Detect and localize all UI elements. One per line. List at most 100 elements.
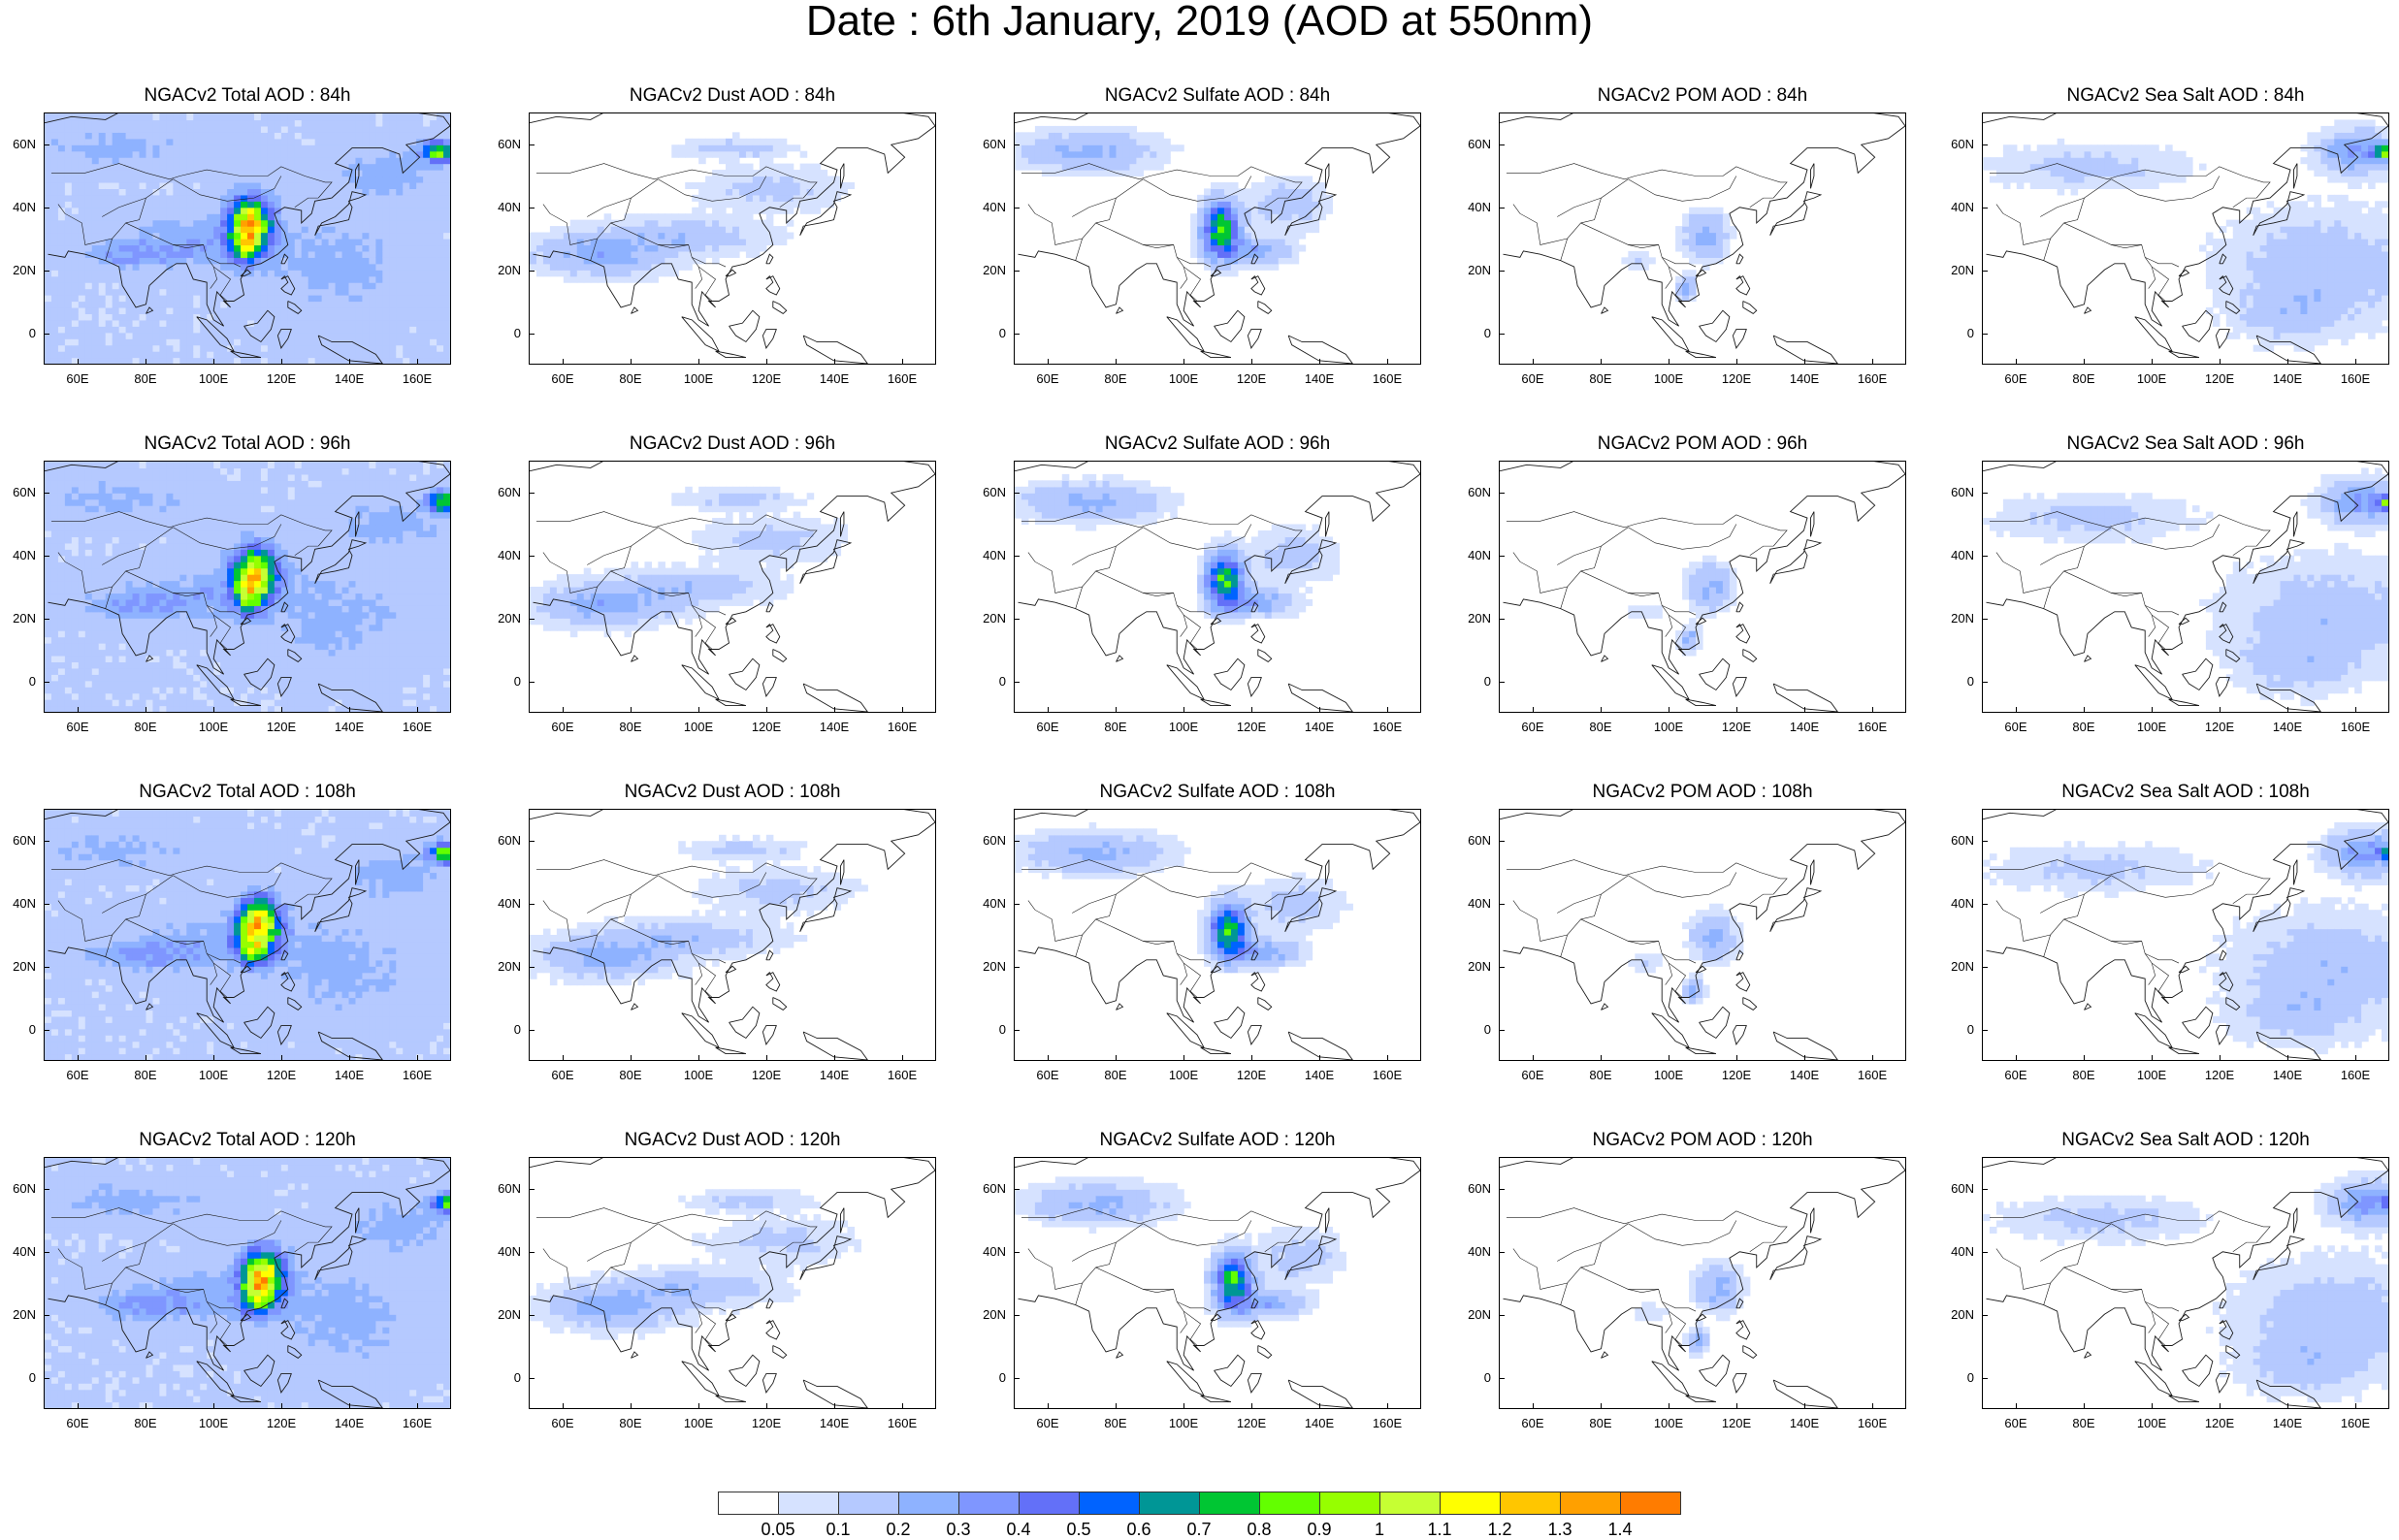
lat-tick-label: 20N bbox=[13, 958, 36, 974]
lat-tick-mark bbox=[1499, 618, 1505, 620]
coastline bbox=[1015, 462, 1420, 475]
lon-tick-mark bbox=[1251, 707, 1252, 713]
lon-tick-mark bbox=[2287, 359, 2288, 365]
country-border bbox=[2040, 1241, 2085, 1262]
lon-tick-mark bbox=[2220, 359, 2221, 365]
country-border bbox=[1264, 893, 1289, 904]
coastline bbox=[146, 306, 154, 314]
lat-tick-label: 20N bbox=[983, 1306, 1006, 1322]
aod-map bbox=[45, 1158, 450, 1408]
lon-tick-label: 120E bbox=[266, 1068, 297, 1082]
lon-tick-label: 80E bbox=[619, 720, 642, 734]
colorbar-swatch bbox=[1019, 1492, 1080, 1515]
lat-tick-mark bbox=[1982, 1188, 1988, 1190]
aod-map bbox=[45, 810, 450, 1060]
coastline bbox=[45, 462, 450, 475]
lat-tick-label: 0 bbox=[1966, 673, 1974, 689]
coastline bbox=[2253, 1235, 2306, 1281]
lat-tick-label: 0 bbox=[513, 1369, 521, 1385]
coastline bbox=[1166, 316, 1206, 353]
lon-tick-label: 80E bbox=[134, 1416, 157, 1430]
lat-tick-mark bbox=[44, 681, 49, 683]
country-border bbox=[2084, 1223, 2112, 1243]
lat-tick-mark bbox=[529, 207, 535, 209]
lon-tick-label: 80E bbox=[134, 720, 157, 734]
country-border bbox=[146, 527, 174, 547]
country-border bbox=[2144, 605, 2169, 650]
lat-tick-mark bbox=[1014, 1377, 1020, 1379]
coastline bbox=[1018, 125, 1420, 327]
aod-field bbox=[1983, 821, 2388, 1055]
map-area bbox=[529, 112, 936, 365]
lon-tick-mark bbox=[1601, 1055, 1602, 1061]
coastline bbox=[1983, 1158, 2388, 1171]
coastline bbox=[1503, 1170, 1905, 1371]
coastline bbox=[1257, 301, 1273, 314]
colorbar-label: 1.3 bbox=[1547, 1520, 1572, 1539]
aod-map bbox=[45, 462, 450, 712]
country-border bbox=[2111, 1289, 2142, 1294]
lon-tick-mark bbox=[1533, 1055, 1534, 1061]
coastline bbox=[1769, 191, 1823, 237]
map-panel-total-96h: NGACv2 Total AOD : 96h 60N 40N 20N 0 60E 80E 10… bbox=[0, 433, 485, 744]
country-border bbox=[542, 1242, 632, 1290]
country-border bbox=[1264, 1241, 1289, 1252]
aod-colorbar: 0.05 0.1 0.2 0.3 0.4 0.5 0.6 0.7 0.8 0.9 1 1.1 1.2 1.… bbox=[718, 1492, 1681, 1540]
lat-tick-label: 40N bbox=[498, 1243, 521, 1259]
lat-tick-mark bbox=[529, 144, 535, 145]
lon-tick-mark bbox=[1387, 1055, 1388, 1061]
coastline bbox=[840, 859, 845, 885]
coastline bbox=[280, 949, 289, 961]
lon-tick-mark bbox=[1319, 707, 1320, 713]
coastline bbox=[1695, 617, 1707, 626]
coastline bbox=[1742, 649, 1758, 662]
lon-tick-mark bbox=[1736, 359, 1737, 365]
lon-tick-mark bbox=[1048, 707, 1049, 713]
lat-tick-mark bbox=[1499, 840, 1505, 842]
lon-tick-mark bbox=[1601, 707, 1602, 713]
country-border bbox=[1095, 1267, 1212, 1312]
coastline bbox=[715, 350, 747, 358]
coastline bbox=[762, 1373, 777, 1394]
country-border bbox=[1072, 545, 1117, 565]
country-border bbox=[1661, 605, 1686, 650]
colorbar-swatch bbox=[718, 1492, 779, 1515]
lat-tick-label: 40N bbox=[498, 547, 521, 562]
coastline bbox=[2084, 655, 2092, 662]
lon-tick-label: 60E bbox=[551, 720, 574, 734]
lon-tick-label: 100E bbox=[683, 371, 714, 386]
coastline bbox=[1735, 274, 1751, 296]
country-border bbox=[1180, 962, 1187, 985]
coastline bbox=[1699, 1006, 1731, 1040]
coastline bbox=[287, 1345, 303, 1359]
lon-tick-label: 140E bbox=[1789, 720, 1820, 734]
lon-tick-label: 160E bbox=[2340, 720, 2371, 734]
coastline bbox=[631, 655, 639, 662]
coastline bbox=[1986, 125, 2388, 327]
lon-tick-label: 140E bbox=[1789, 1416, 1820, 1430]
coastline bbox=[287, 301, 303, 314]
lon-tick-mark bbox=[78, 1403, 79, 1409]
coastline bbox=[762, 1025, 777, 1045]
lon-tick-mark bbox=[2220, 1403, 2221, 1409]
country-border bbox=[610, 222, 727, 268]
lon-tick-label: 100E bbox=[198, 720, 229, 734]
country-border bbox=[173, 244, 204, 249]
coastline bbox=[1601, 1351, 1609, 1359]
country-border bbox=[173, 1289, 204, 1294]
country-border bbox=[590, 238, 598, 261]
country-border bbox=[535, 511, 818, 547]
country-border bbox=[1027, 1242, 1117, 1290]
coastline bbox=[243, 1006, 276, 1040]
lat-tick-label: 60N bbox=[1468, 484, 1491, 499]
coastline bbox=[1983, 810, 2388, 823]
country-border bbox=[1176, 953, 1201, 998]
map-area bbox=[44, 112, 451, 365]
lat-tick-label: 0 bbox=[513, 1021, 521, 1037]
lat-tick-label: 0 bbox=[1966, 1021, 1974, 1037]
country-border bbox=[1027, 198, 1117, 245]
country-border bbox=[590, 1282, 598, 1305]
coastline bbox=[533, 473, 935, 675]
lon-tick-mark bbox=[1736, 1055, 1737, 1061]
coastline bbox=[314, 887, 368, 933]
